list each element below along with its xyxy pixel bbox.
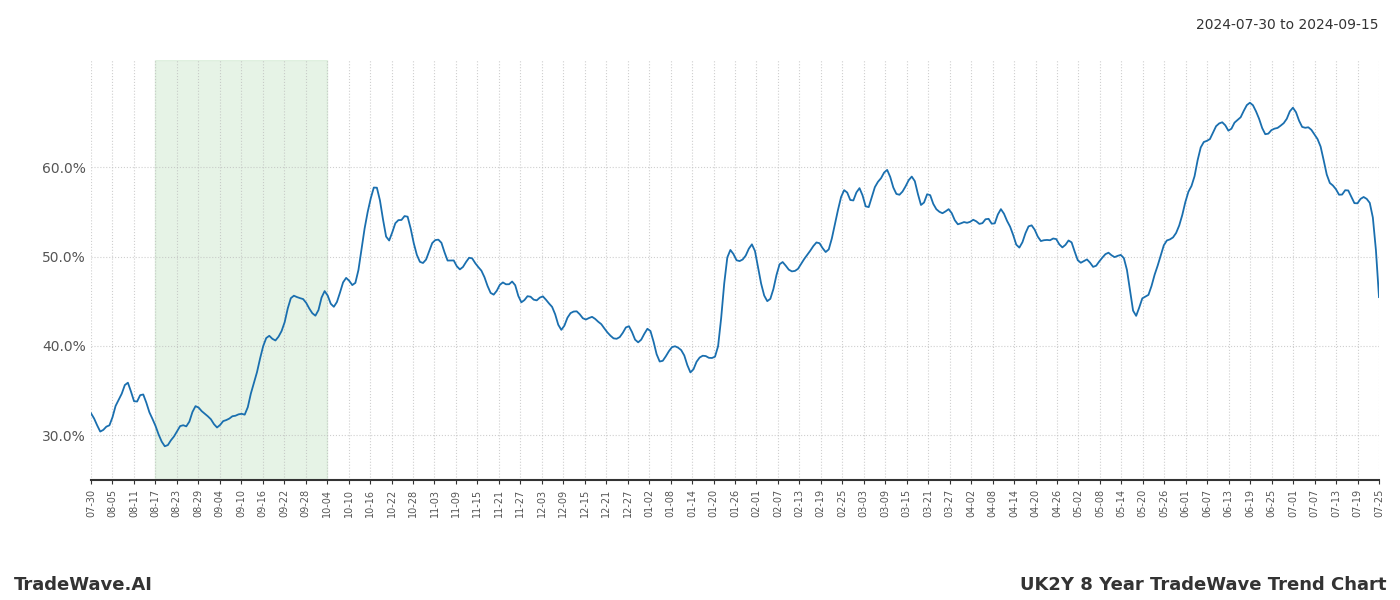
Bar xyxy=(155,60,328,480)
Text: UK2Y 8 Year TradeWave Trend Chart: UK2Y 8 Year TradeWave Trend Chart xyxy=(1019,576,1386,594)
Text: TradeWave.AI: TradeWave.AI xyxy=(14,576,153,594)
Text: 2024-07-30 to 2024-09-15: 2024-07-30 to 2024-09-15 xyxy=(1197,18,1379,32)
